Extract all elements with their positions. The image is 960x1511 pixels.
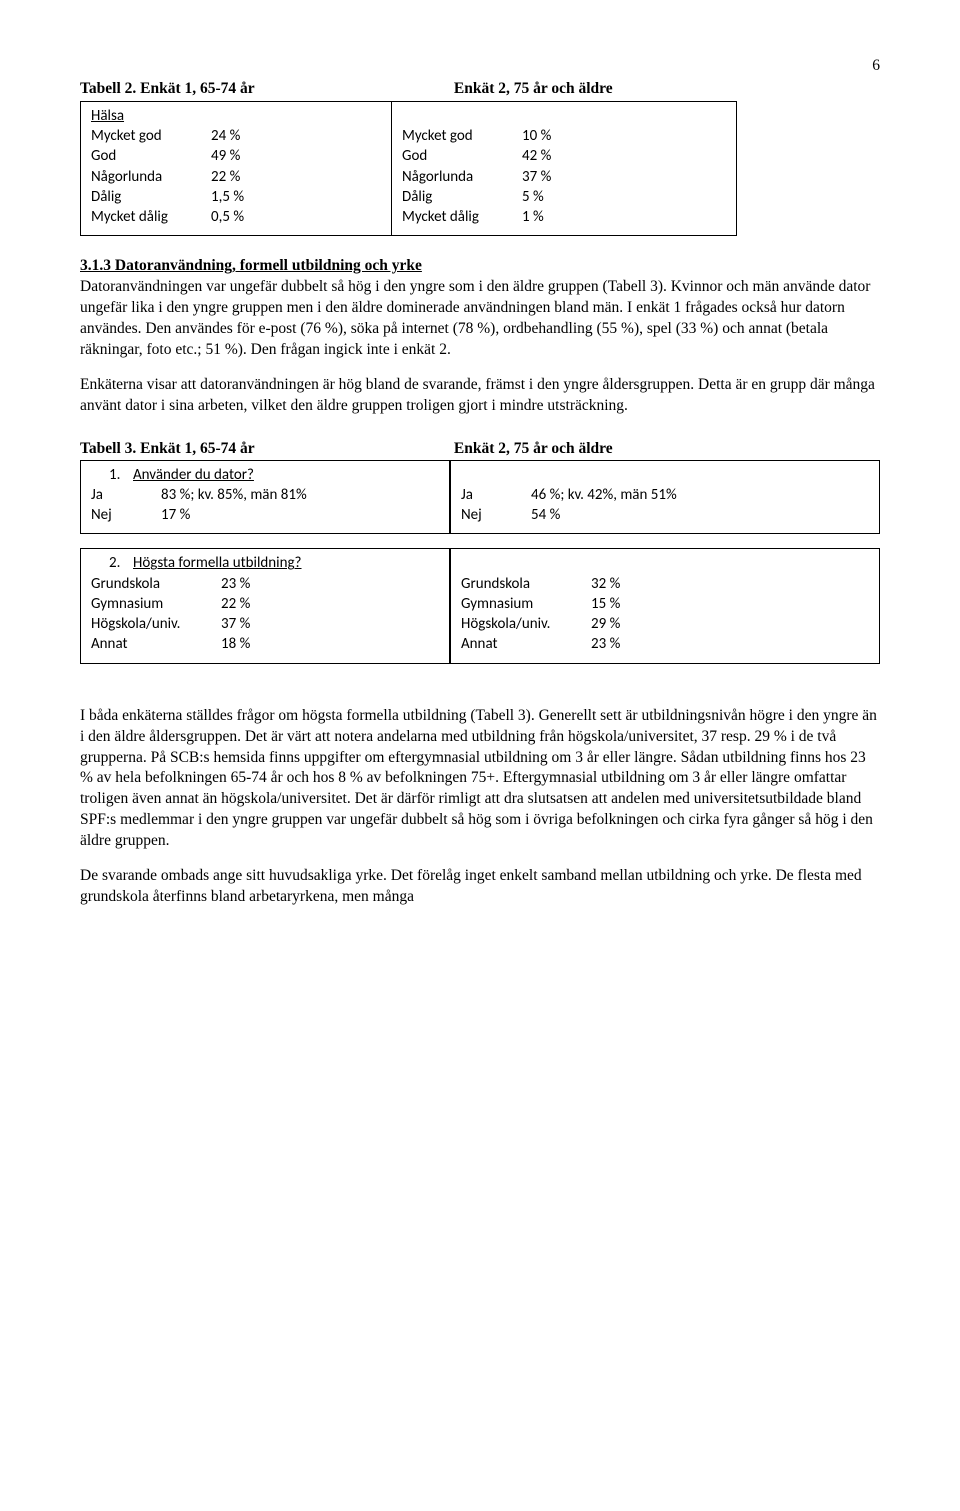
- table-row: Grundskola32 %: [461, 574, 869, 594]
- table3-box1: 1.Använder du dator? Ja83 %; kv. 85%, mä…: [80, 460, 880, 549]
- table2-title-left: Tabell 2. Enkät 1, 65-74 år: [80, 79, 450, 100]
- table-row: Gymnasium22 %: [91, 594, 439, 614]
- table-row: Grundskola23 %: [91, 574, 439, 594]
- page-number: 6: [80, 56, 880, 77]
- table-row: Mycket dålig1 %: [402, 207, 726, 227]
- table-row: Någorlunda22 %: [91, 167, 381, 187]
- table2-left-heading: Hälsa: [91, 106, 381, 126]
- table3-q2: 2.Högsta formella utbildning?: [91, 553, 439, 573]
- section-313-p2: Enkäterna visar att datoranvändningen är…: [80, 375, 880, 417]
- table-row: Annat23 %: [461, 634, 869, 654]
- table2-box: Hälsa Mycket god24 % God49 % Någorlunda2…: [80, 101, 737, 237]
- table-row: Mycket god10 %: [402, 126, 726, 146]
- table-row: Högskola/univ.29 %: [461, 614, 869, 634]
- table-row: Mycket dålig0,5 %: [91, 207, 381, 227]
- closing-p2: De svarande ombads ange sitt huvudsaklig…: [80, 866, 880, 908]
- closing-p1: I båda enkäterna ställdes frågor om högs…: [80, 706, 880, 852]
- table-row: Ja46 %; kv. 42%, män 51%: [461, 485, 869, 505]
- table-row: Någorlunda37 %: [402, 167, 726, 187]
- table-row: Ja83 %; kv. 85%, män 81%: [91, 485, 439, 505]
- table-row: Högskola/univ.37 %: [91, 614, 439, 634]
- table3-title: Tabell 3. Enkät 1, 65-74 år Enkät 2, 75 …: [80, 439, 880, 460]
- section-313-p1: Datoranvändningen var ungefär dubbelt så…: [80, 277, 880, 361]
- table-row: Mycket god24 %: [91, 126, 381, 146]
- table-row: God42 %: [402, 146, 726, 166]
- table-row: Gymnasium15 %: [461, 594, 869, 614]
- table2-left-col: Hälsa Mycket god24 % God49 % Någorlunda2…: [81, 102, 392, 236]
- table3-q1: 1.Använder du dator?: [91, 465, 439, 485]
- table-row: God49 %: [91, 146, 381, 166]
- table3-title-left: Tabell 3. Enkät 1, 65-74 år: [80, 439, 450, 460]
- table-row: Dålig5 %: [402, 187, 726, 207]
- table2-title-right: Enkät 2, 75 år och äldre: [454, 79, 613, 100]
- table-row: Dålig1,5 %: [91, 187, 381, 207]
- table3-box2: 2.Högsta formella utbildning? Grundskola…: [80, 548, 880, 677]
- table-row: Annat18 %: [91, 634, 439, 654]
- table3-title-right: Enkät 2, 75 år och äldre: [454, 439, 613, 460]
- table2-title: Tabell 2. Enkät 1, 65-74 år Enkät 2, 75 …: [80, 79, 880, 100]
- section-313-heading: 3.1.3 Datoranvändning, formell utbildnin…: [80, 256, 880, 277]
- table-row: Nej17 %: [91, 505, 439, 525]
- table2-right-col: Mycket god10 % God42 % Någorlunda37 % Då…: [392, 102, 736, 236]
- table-row: Nej54 %: [461, 505, 869, 525]
